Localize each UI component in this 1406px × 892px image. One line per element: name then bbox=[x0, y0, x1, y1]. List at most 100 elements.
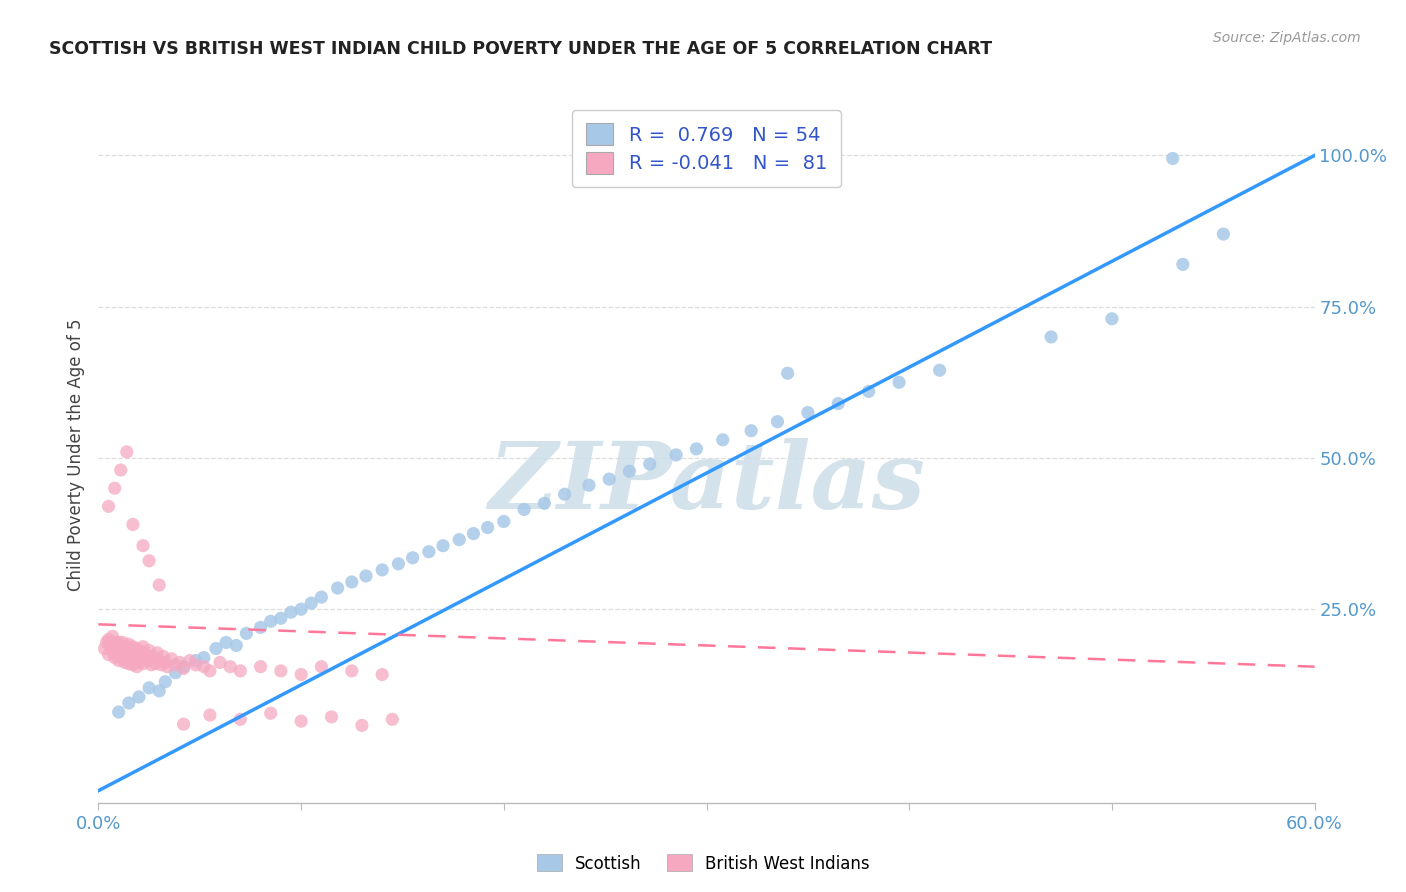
Point bbox=[797, 406, 820, 420]
Point bbox=[148, 654, 170, 668]
Point bbox=[311, 659, 333, 673]
Point bbox=[122, 657, 145, 672]
Point bbox=[124, 648, 146, 662]
Point bbox=[711, 433, 734, 447]
Point bbox=[928, 363, 950, 377]
Point bbox=[449, 533, 471, 547]
Point bbox=[260, 615, 283, 629]
Point bbox=[685, 442, 707, 456]
Point bbox=[156, 659, 179, 673]
Legend: R =  0.769   N = 54, R = -0.041   N =  81: R = 0.769 N = 54, R = -0.041 N = 81 bbox=[572, 110, 841, 187]
Point bbox=[665, 448, 688, 462]
Point bbox=[578, 478, 600, 492]
Point bbox=[150, 657, 173, 672]
Point bbox=[477, 520, 499, 534]
Point bbox=[766, 415, 789, 429]
Point bbox=[492, 515, 515, 529]
Point bbox=[111, 652, 134, 666]
Point bbox=[97, 648, 120, 662]
Y-axis label: Child Poverty Under the Age of 5: Child Poverty Under the Age of 5 bbox=[66, 318, 84, 591]
Point bbox=[122, 640, 145, 654]
Point bbox=[350, 718, 373, 732]
Point bbox=[155, 656, 177, 670]
Point bbox=[1101, 311, 1123, 326]
Point bbox=[118, 637, 141, 651]
Point bbox=[114, 656, 136, 670]
Point bbox=[215, 635, 238, 649]
Point bbox=[107, 705, 129, 719]
Point bbox=[354, 569, 377, 583]
Point bbox=[290, 714, 312, 728]
Point bbox=[858, 384, 880, 399]
Point bbox=[249, 620, 271, 634]
Point bbox=[371, 667, 394, 681]
Point bbox=[173, 661, 195, 675]
Point bbox=[165, 665, 187, 680]
Point bbox=[1161, 152, 1184, 166]
Point bbox=[740, 424, 762, 438]
Point bbox=[125, 659, 148, 673]
Point bbox=[198, 664, 221, 678]
Point bbox=[299, 596, 322, 610]
Point bbox=[105, 646, 128, 660]
Point bbox=[93, 641, 115, 656]
Point bbox=[169, 656, 191, 670]
Point bbox=[136, 654, 159, 668]
Point bbox=[340, 664, 363, 678]
Point bbox=[776, 366, 799, 380]
Point bbox=[120, 652, 142, 666]
Point bbox=[101, 629, 124, 643]
Point bbox=[235, 626, 257, 640]
Point bbox=[554, 487, 576, 501]
Point bbox=[97, 500, 120, 514]
Point bbox=[463, 526, 485, 541]
Point bbox=[193, 659, 215, 673]
Point bbox=[111, 635, 134, 649]
Point bbox=[205, 641, 228, 656]
Point bbox=[533, 496, 555, 510]
Legend: Scottish, British West Indians: Scottish, British West Indians bbox=[530, 847, 876, 880]
Point bbox=[1171, 257, 1194, 271]
Point bbox=[110, 649, 132, 664]
Point bbox=[128, 690, 150, 704]
Point bbox=[225, 639, 247, 653]
Point bbox=[184, 654, 207, 668]
Point bbox=[1212, 227, 1234, 241]
Point bbox=[249, 659, 271, 673]
Point bbox=[115, 648, 138, 662]
Point bbox=[115, 445, 138, 459]
Point bbox=[107, 635, 129, 649]
Text: Source: ZipAtlas.com: Source: ZipAtlas.com bbox=[1213, 31, 1361, 45]
Point bbox=[513, 502, 536, 516]
Point bbox=[209, 656, 232, 670]
Point bbox=[219, 659, 242, 673]
Point bbox=[371, 563, 394, 577]
Point bbox=[432, 539, 454, 553]
Point bbox=[387, 557, 409, 571]
Point bbox=[139, 657, 162, 672]
Point bbox=[887, 376, 910, 390]
Point bbox=[173, 659, 195, 673]
Point bbox=[114, 646, 136, 660]
Point bbox=[96, 635, 118, 649]
Point bbox=[104, 481, 127, 495]
Point bbox=[104, 635, 127, 649]
Point bbox=[125, 641, 148, 656]
Point bbox=[179, 654, 201, 668]
Point bbox=[401, 550, 423, 565]
Point bbox=[138, 681, 160, 695]
Point bbox=[340, 574, 363, 589]
Point bbox=[193, 650, 215, 665]
Point bbox=[290, 602, 312, 616]
Point bbox=[124, 654, 146, 668]
Point bbox=[104, 650, 127, 665]
Point bbox=[184, 657, 207, 672]
Point bbox=[105, 640, 128, 654]
Point bbox=[326, 581, 349, 595]
Point bbox=[143, 657, 166, 671]
Point bbox=[270, 664, 292, 678]
Point bbox=[118, 696, 141, 710]
Text: ZIPatlas: ZIPatlas bbox=[488, 438, 925, 528]
Point bbox=[101, 644, 124, 658]
Point bbox=[132, 539, 155, 553]
